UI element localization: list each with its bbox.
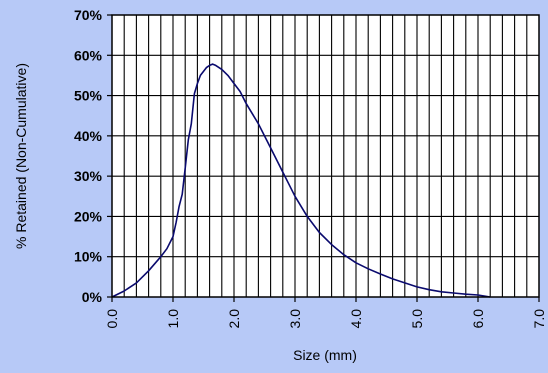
x-tick-label: 6.0 [470, 309, 486, 329]
y-tick-label: 30% [74, 168, 103, 184]
y-tick-label: 40% [74, 128, 103, 144]
y-tick-label: 10% [74, 249, 103, 265]
x-tick-label: 1.0 [165, 309, 181, 329]
x-tick-label: 0.0 [104, 309, 120, 329]
y-axis-title: % Retained (Non-Cumulative) [13, 63, 29, 249]
y-tick-label: 20% [74, 208, 103, 224]
y-tick-label: 70% [74, 7, 103, 23]
plot-frame [111, 14, 540, 298]
x-axis-title: Size (mm) [293, 347, 357, 363]
x-tick-label: 7.0 [531, 309, 547, 329]
grid-layer [112, 15, 539, 297]
series-line [111, 63, 491, 298]
y-tick-label: 50% [74, 88, 103, 104]
series-layer [111, 63, 491, 298]
x-tick-label: 2.0 [226, 309, 242, 329]
x-tick-label: 5.0 [409, 309, 425, 329]
y-tick-label: 60% [74, 47, 103, 63]
x-tick-labels: 0.0 1.0 2.0 3.0 4.0 5.0 6.0 7.0 [104, 297, 547, 328]
plot-area [112, 15, 539, 297]
y-tick-labels: 0% 10% 20% 30% 40% 50% 60% 70% [74, 7, 112, 305]
x-tick-label: 3.0 [287, 309, 303, 329]
y-tick-label: 0% [82, 289, 103, 305]
x-tick-label: 4.0 [348, 309, 364, 329]
